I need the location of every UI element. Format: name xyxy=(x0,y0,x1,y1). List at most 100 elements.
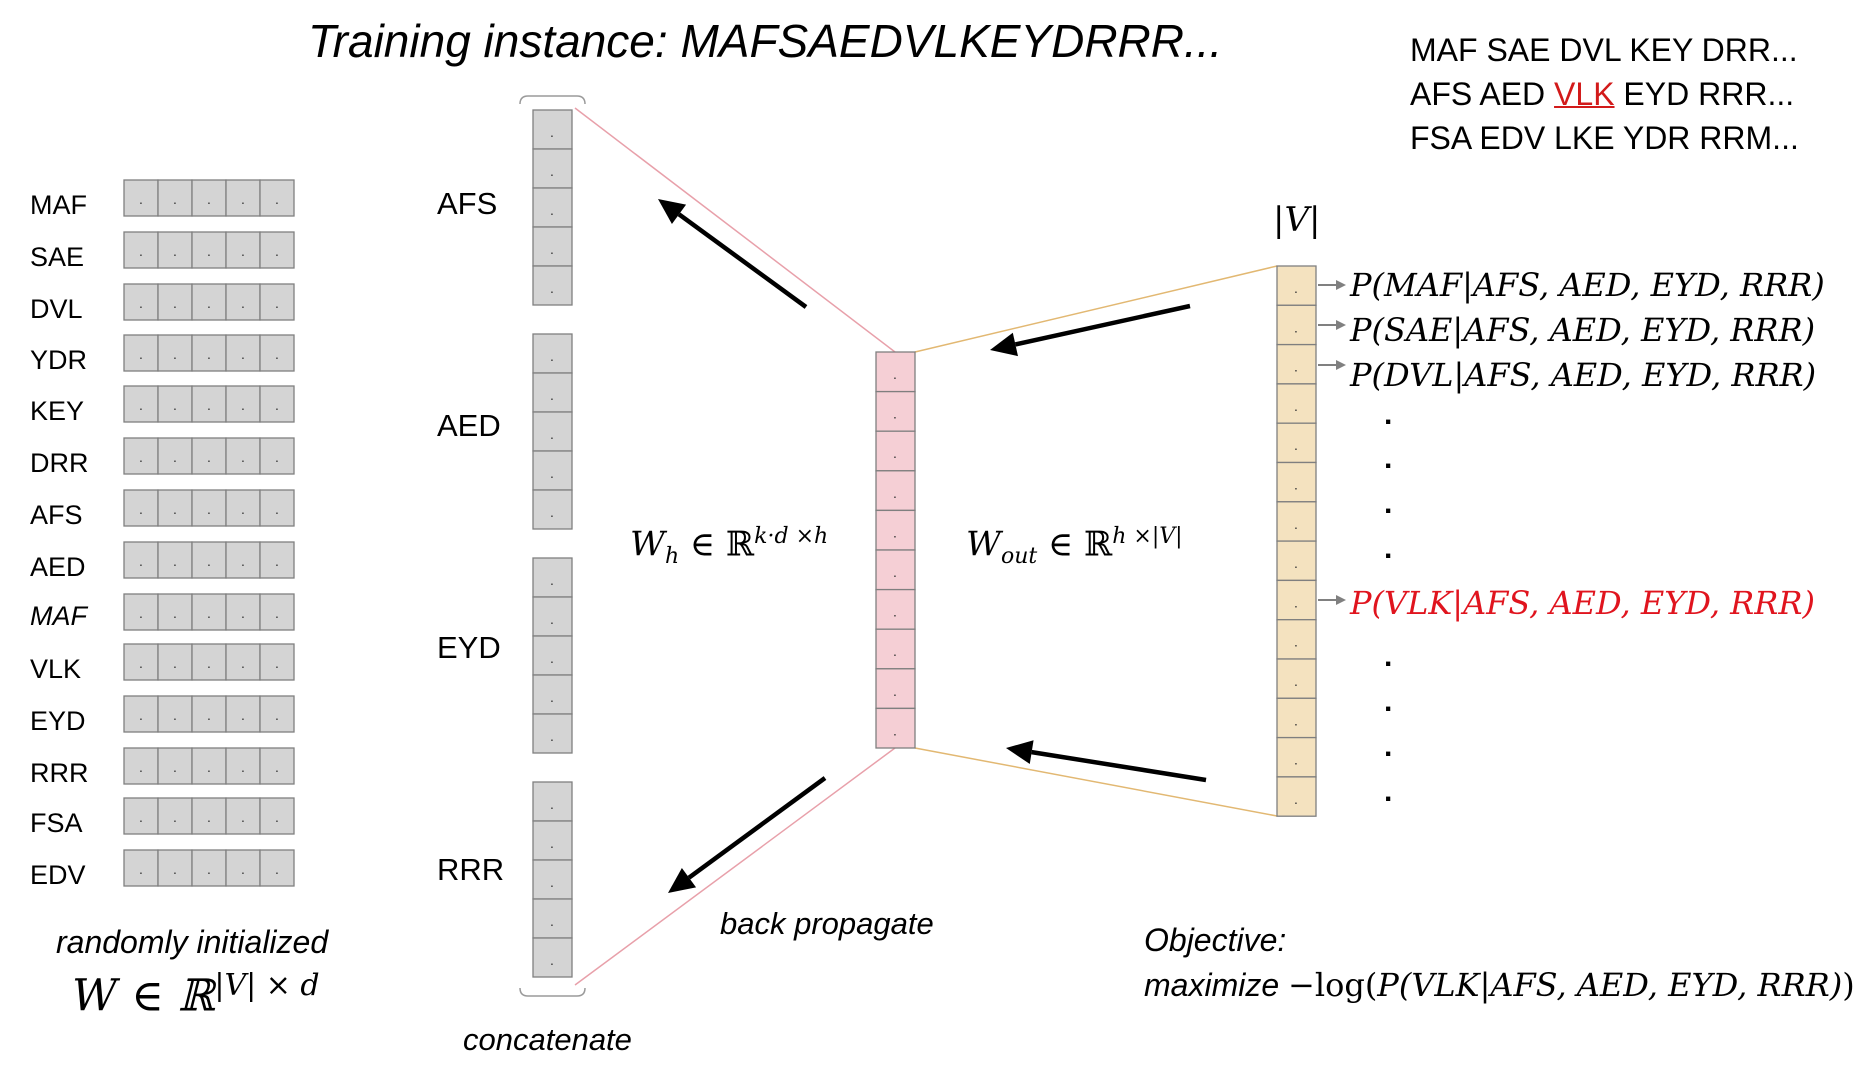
embedding-cell xyxy=(157,695,193,733)
output-cell-dot: . xyxy=(1294,319,1298,335)
embedding-cell-dot: . xyxy=(241,449,245,465)
embedding-cell-dot: . xyxy=(275,759,279,775)
context-cell xyxy=(532,450,573,491)
ellipsis-dot: . xyxy=(1384,685,1393,718)
context-cell xyxy=(532,713,573,754)
context-segment-label: RRR xyxy=(437,852,505,887)
embedding-cell xyxy=(259,283,295,321)
embedding-cell xyxy=(123,747,159,785)
embedding-cell-dot: . xyxy=(207,501,211,517)
context-cell-dot: . xyxy=(550,465,554,481)
embedding-caption: randomly initialized xyxy=(56,924,329,960)
embedding-cell-dot: . xyxy=(173,707,177,723)
context-cell xyxy=(532,187,573,228)
context-cell-dot: . xyxy=(550,241,554,257)
embedding-cell xyxy=(123,797,159,835)
output-cell xyxy=(1276,461,1317,503)
kmer-target-highlight: VLK xyxy=(1554,76,1615,112)
hidden-cell-dot: . xyxy=(893,366,897,382)
output-cell-dot: . xyxy=(1294,359,1298,375)
output-cell-dot: . xyxy=(1294,516,1298,532)
embedding-cell xyxy=(259,385,295,423)
concatenate-label: concatenate xyxy=(463,1022,632,1057)
context-cell xyxy=(532,109,573,150)
hidden-weight-subscript: h xyxy=(664,544,680,570)
hidden-cell-dot: . xyxy=(893,445,897,461)
embedding-cell-dot: . xyxy=(241,655,245,671)
embedding-cell xyxy=(123,437,159,475)
embedding-cell xyxy=(225,797,261,835)
context-cell xyxy=(532,635,573,676)
flow-arrow-shaft xyxy=(1014,303,1191,347)
embedding-cell-dot: . xyxy=(241,191,245,207)
embedding-row-label: FSA xyxy=(30,808,83,838)
connector-line xyxy=(574,107,896,353)
embedding-cell xyxy=(191,437,227,475)
hidden-cell xyxy=(875,470,916,512)
embedding-cell-dot: . xyxy=(207,759,211,775)
embedding-cell xyxy=(123,541,159,579)
embedding-cell-dot: . xyxy=(139,605,143,621)
probability-arrow-head xyxy=(1336,595,1346,605)
output-cell xyxy=(1276,697,1317,739)
embedding-cell-dot: . xyxy=(275,707,279,723)
embedding-row-label: EDV xyxy=(30,860,86,890)
embedding-cell-dot: . xyxy=(275,243,279,259)
embedding-cell xyxy=(157,643,193,681)
context-cell xyxy=(532,596,573,637)
kmer-frame-1: MAF SAE DVL KEY DRR... xyxy=(1410,32,1798,68)
embedding-cell xyxy=(157,489,193,527)
embedding-cell xyxy=(259,643,295,681)
embedding-cell xyxy=(123,849,159,887)
context-cell xyxy=(532,148,573,189)
embedding-cell-dot: . xyxy=(139,346,143,362)
embedding-cell xyxy=(225,231,261,269)
probability-label: P(DVL|AFS, AED, EYD, RRR) xyxy=(1350,356,1817,394)
embedding-cell xyxy=(191,849,227,887)
embedding-cell-dot: . xyxy=(241,397,245,413)
context-cell xyxy=(532,226,573,267)
embedding-cell xyxy=(191,643,227,681)
embedding-cell xyxy=(259,334,295,372)
flow-arrow-head xyxy=(990,332,1018,357)
embedding-cell xyxy=(157,334,193,372)
context-cell xyxy=(532,372,573,413)
embedding-cell xyxy=(123,489,159,527)
embedding-cell xyxy=(225,541,261,579)
embedding-cell xyxy=(191,593,227,631)
kmer-frame-2-suffix: EYD RRR... xyxy=(1614,76,1795,112)
embedding-cell-dot: . xyxy=(241,501,245,517)
kmer-frame-2: AFS AED VLK EYD RRR... xyxy=(1410,72,1799,116)
context-cell-dot: . xyxy=(550,728,554,744)
embedding-cell xyxy=(259,179,295,217)
embedding-cell xyxy=(123,695,159,733)
context-cell-dot: . xyxy=(550,835,554,851)
embedding-cell-dot: . xyxy=(139,861,143,877)
embedding-row-label: SAE xyxy=(30,242,85,272)
flow-arrow-head xyxy=(1006,740,1034,764)
hidden-cell xyxy=(875,430,916,472)
embedding-matrix-dims: |V| × d xyxy=(214,968,320,1003)
embedding-row-label: YDR xyxy=(30,345,88,375)
output-weight-label: Wout ∈ ℝh ×|V| xyxy=(966,524,1183,569)
embedding-cell-dot: . xyxy=(139,449,143,465)
embedding-cell-dot: . xyxy=(275,346,279,362)
embedding-cell-dot: . xyxy=(173,191,177,207)
embedding-cell xyxy=(259,849,295,887)
context-cell-dot: . xyxy=(550,689,554,705)
concatenate-bracket xyxy=(519,95,586,105)
context-segment-label: AFS xyxy=(437,186,498,221)
embedding-cell-dot: . xyxy=(275,809,279,825)
embedding-cell-dot: . xyxy=(139,295,143,311)
output-cell-dot: . xyxy=(1294,752,1298,768)
context-cell-dot: . xyxy=(550,280,554,296)
hidden-cell-dot: . xyxy=(893,604,897,620)
embedding-cell xyxy=(225,643,261,681)
concatenate-bracket xyxy=(519,987,586,997)
output-cell xyxy=(1276,658,1317,699)
output-cell-dot: . xyxy=(1294,634,1298,650)
embedding-cell-dot: . xyxy=(139,759,143,775)
embedding-cell xyxy=(191,747,227,785)
page-title: Training instance: MAFSAEDVLKEYDRRR... xyxy=(308,15,1223,67)
embedding-cell-dot: . xyxy=(139,397,143,413)
